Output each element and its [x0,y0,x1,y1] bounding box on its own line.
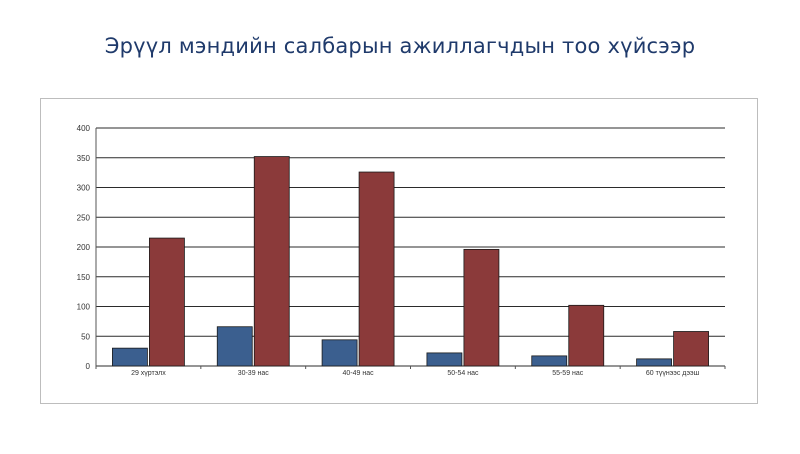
x-tick-label: 50-54 нас [447,370,479,377]
bar-chart: 0 50 100 150 200 250 300 350 400 29 хүртэлх 30-39 … [77,124,726,377]
bar-series-2-0 [149,237,185,367]
y-tick-label: 350 [77,154,91,163]
chart-area: 0 50 100 150 200 250 300 350 400 29 хүртэлх 30-39 … [40,98,758,404]
bar-series-2-5 [673,331,709,367]
bar-series-1-5 [636,358,672,367]
x-tick-label: 55-59 нас [552,370,584,377]
y-tick-label: 150 [77,273,91,282]
y-tick-label: 100 [77,303,91,312]
y-tick-label: 200 [77,243,91,252]
y-tick-label: 300 [77,184,91,193]
x-tick-label: 29 хүртэлх [131,370,166,377]
bar-series-1-3 [426,352,463,367]
chart-title: Эрүүл мэндийн салбарын ажиллагчдын тоо х… [104,34,696,58]
x-tick-label: 40-49 нас [343,370,375,377]
y-tick-label: 50 [81,332,90,341]
bar-series-1-4 [531,355,568,367]
bar-series-2-4 [568,304,605,367]
bar-series-1-0 [112,347,148,367]
bar-series-1-2 [321,339,358,367]
y-tick-label: 250 [77,213,91,222]
bar-series-1-1 [216,326,253,367]
x-tick-label: 60 түүнээс дээш [646,370,700,377]
bar-series-2-3 [463,248,500,367]
y-tick-label: 0 [86,362,91,371]
bar-series-2-1 [253,156,290,367]
bar-series-2-2 [358,171,395,367]
x-tick-label: 30-39 нас [238,370,270,377]
y-tick-label: 400 [77,124,91,133]
